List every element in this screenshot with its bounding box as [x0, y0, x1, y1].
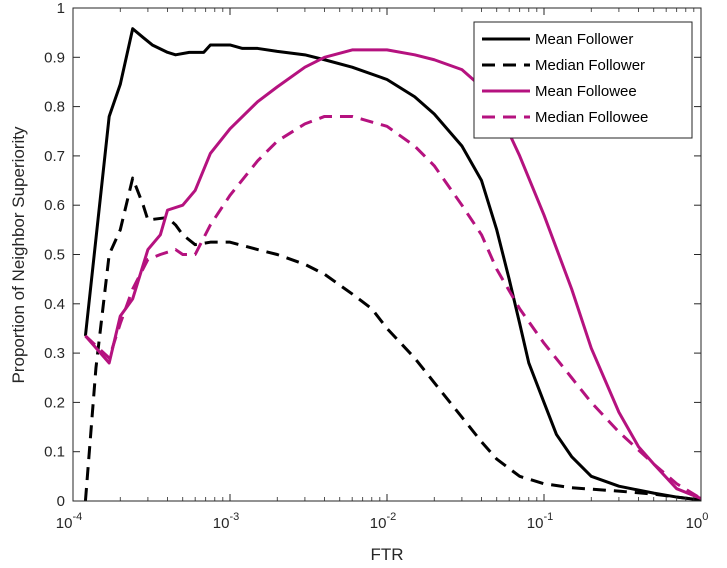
legend-label-median-followee: Median Followee	[535, 109, 648, 126]
x-axis-title: FTR	[370, 545, 403, 564]
x-tick-label: 10-3	[213, 511, 239, 532]
y-tick-label: 0.6	[44, 197, 65, 214]
y-tick-label: 0	[57, 493, 65, 510]
ticks-layer	[72, 7, 702, 502]
y-tick-label: 0.5	[44, 247, 65, 264]
x-tick-label: 100	[686, 511, 709, 532]
y-axis-title: Proportion of Neighbor Superiority	[9, 126, 28, 384]
y-tick-label: 0.3	[44, 345, 65, 362]
legend-label-mean-followee: Mean Followee	[535, 83, 637, 100]
legend-label-mean-follower: Mean Follower	[535, 31, 633, 48]
series-line-mean-followee	[84, 48, 702, 500]
y-tick-label: 0.2	[44, 394, 65, 411]
x-tick-label: 10-2	[370, 511, 396, 532]
y-tick-label: 0.1	[44, 444, 65, 461]
x-tick-label: 10-1	[527, 511, 553, 532]
series-line-mean-follower	[83, 27, 702, 502]
legend-box	[473, 21, 693, 139]
series-line-median-followee	[84, 114, 702, 500]
x-tick-label: 10-4	[56, 511, 82, 532]
y-tick-label: 0.8	[44, 99, 65, 116]
y-tick-label: 0.4	[44, 296, 65, 313]
y-tick-label: 1	[57, 0, 65, 17]
y-tick-label: 0.9	[44, 49, 65, 66]
series-line-median-follower	[83, 176, 702, 502]
legend-label-median-follower: Median Follower	[535, 57, 645, 74]
legend: Mean Follower Median Follower Mean Followe…	[473, 21, 693, 139]
series-layer	[83, 27, 702, 502]
y-tick-labels: 0 0.1 0.2 0.3 0.4 0.5 0.6 0.7 0.8 0.9 1	[44, 0, 65, 510]
y-tick-label: 0.7	[44, 148, 65, 165]
x-tick-labels: 10-4 10-3 10-2 10-1 100	[56, 511, 709, 532]
